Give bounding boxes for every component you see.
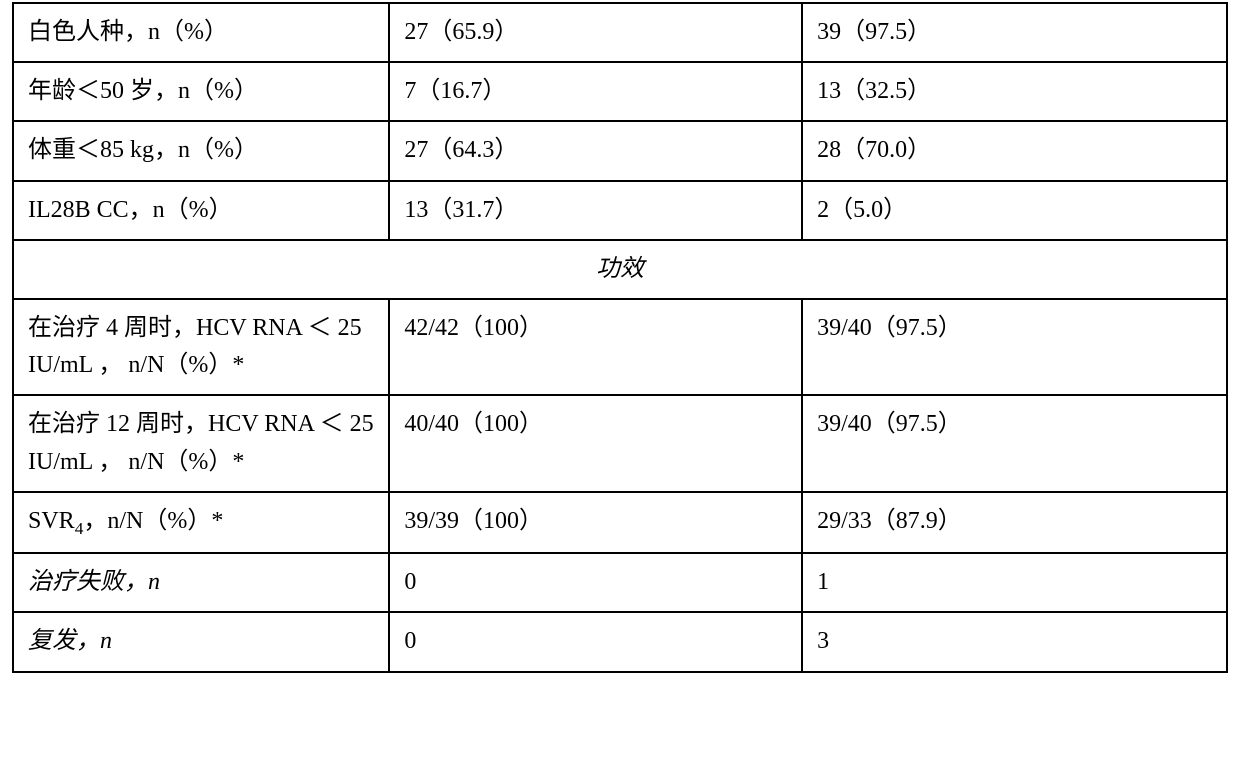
row-label-svr: SVR4，n/N（%）*: [13, 492, 389, 554]
cell-value: 28（70.0）: [802, 121, 1227, 180]
row-label: 在治疗 4 周时，HCV RNA ＜ 25 IU/mL ， n/N（%）*: [13, 299, 389, 395]
row-label: 治疗失败，n: [13, 553, 389, 612]
row-label: 在治疗 12 周时，HCV RNA ＜ 25 IU/mL ， n/N（%）*: [13, 395, 389, 491]
svr-suffix: ，n/N（%）*: [83, 508, 223, 534]
row-label: 白色人种，n（%）: [13, 3, 389, 62]
cell-value: 39/40（97.5）: [802, 299, 1227, 395]
row-label: 复发，n: [13, 612, 389, 671]
cell-value: 13（31.7）: [389, 181, 802, 240]
cell-value: 42/42（100）: [389, 299, 802, 395]
cell-value: 1: [802, 553, 1227, 612]
section-header-row: 功效: [13, 240, 1227, 299]
row-label: 年龄＜50 岁，n（%）: [13, 62, 389, 121]
table-row: 复发，n 0 3: [13, 612, 1227, 671]
cell-value: 39/39（100）: [389, 492, 802, 554]
cell-value: 0: [389, 553, 802, 612]
table-row: 治疗失败，n 0 1: [13, 553, 1227, 612]
cell-value: 7（16.7）: [389, 62, 802, 121]
row-label: IL28B CC，n（%）: [13, 181, 389, 240]
cell-value: 13（32.5）: [802, 62, 1227, 121]
cell-value: 29/33（87.9）: [802, 492, 1227, 554]
cell-value: 27（64.3）: [389, 121, 802, 180]
table-row: SVR4，n/N（%）* 39/39（100） 29/33（87.9）: [13, 492, 1227, 554]
table-row: 白色人种，n（%） 27（65.9） 39（97.5）: [13, 3, 1227, 62]
cell-value: 0: [389, 612, 802, 671]
data-table: 白色人种，n（%） 27（65.9） 39（97.5） 年龄＜50 岁，n（%）…: [12, 2, 1228, 673]
table-row: 在治疗 12 周时，HCV RNA ＜ 25 IU/mL ， n/N（%）* 4…: [13, 395, 1227, 491]
cell-value: 40/40（100）: [389, 395, 802, 491]
table-row: IL28B CC，n（%） 13（31.7） 2（5.0）: [13, 181, 1227, 240]
table-row: 在治疗 4 周时，HCV RNA ＜ 25 IU/mL ， n/N（%）* 42…: [13, 299, 1227, 395]
table-row: 体重＜85 kg，n（%） 27（64.3） 28（70.0）: [13, 121, 1227, 180]
cell-value: 39/40（97.5）: [802, 395, 1227, 491]
cell-value: 2（5.0）: [802, 181, 1227, 240]
section-header: 功效: [13, 240, 1227, 299]
cell-value: 3: [802, 612, 1227, 671]
cell-value: 27（65.9）: [389, 3, 802, 62]
svr-prefix: SVR: [28, 508, 75, 534]
row-label: 体重＜85 kg，n（%）: [13, 121, 389, 180]
cell-value: 39（97.5）: [802, 3, 1227, 62]
table-row: 年龄＜50 岁，n（%） 7（16.7） 13（32.5）: [13, 62, 1227, 121]
